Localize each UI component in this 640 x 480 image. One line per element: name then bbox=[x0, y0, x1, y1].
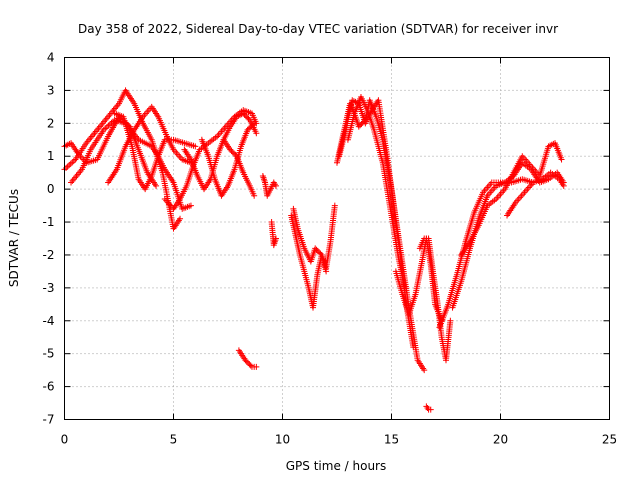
y-tick-label: -3 bbox=[43, 281, 55, 295]
axis-tick-labels: 0 5 10 15 20 25 -7 -6 -5 -4 -3 -2 -1 0 1 2 3 4 bbox=[43, 51, 618, 447]
chart-title: Day 358 of 2022, Sidereal Day-to-day VTE… bbox=[78, 22, 558, 36]
y-tick-label: 1 bbox=[47, 149, 55, 163]
series-trace-s bbox=[416, 235, 454, 364]
data-point bbox=[103, 124, 110, 131]
data-point bbox=[316, 249, 323, 256]
data-point bbox=[244, 126, 251, 133]
data-point bbox=[244, 114, 251, 121]
data-point bbox=[245, 125, 252, 132]
y-tick-label: -7 bbox=[43, 413, 55, 427]
data-point bbox=[246, 361, 253, 368]
series-trace-k bbox=[259, 172, 279, 199]
series-trace-w bbox=[458, 140, 565, 258]
data-point bbox=[240, 110, 247, 117]
data-point bbox=[272, 235, 279, 242]
data-point bbox=[66, 162, 73, 169]
data-point bbox=[229, 149, 236, 156]
data-point bbox=[102, 125, 109, 132]
data-point bbox=[64, 163, 71, 170]
data-point bbox=[69, 159, 76, 166]
data-point bbox=[447, 317, 454, 324]
series-trace-q bbox=[344, 93, 408, 291]
data-point bbox=[331, 202, 338, 209]
y-tick-label: 2 bbox=[47, 116, 55, 130]
data-point bbox=[314, 248, 321, 255]
y-tick-label: 4 bbox=[47, 51, 55, 65]
series-trace-l bbox=[268, 219, 279, 249]
y-tick-label: -4 bbox=[43, 314, 55, 328]
y-tick-label: -2 bbox=[43, 248, 55, 262]
data-point bbox=[410, 344, 417, 351]
y-tick-label: -6 bbox=[43, 380, 55, 394]
series-trace-t bbox=[423, 403, 434, 413]
data-point bbox=[70, 157, 77, 164]
data-point bbox=[153, 182, 160, 189]
data-point bbox=[249, 121, 256, 128]
y-tick-label: 0 bbox=[47, 182, 55, 196]
data-point bbox=[421, 367, 428, 374]
plot-frame bbox=[64, 57, 610, 420]
data-point bbox=[560, 182, 567, 189]
data-point bbox=[245, 115, 252, 122]
data-point bbox=[228, 147, 235, 154]
data-point bbox=[323, 268, 330, 275]
series-trace-e bbox=[111, 110, 199, 193]
data-point bbox=[177, 215, 184, 222]
data-point bbox=[558, 156, 565, 163]
data-point bbox=[67, 160, 74, 167]
data-point bbox=[357, 122, 364, 129]
data-point bbox=[312, 245, 319, 252]
data-point bbox=[187, 202, 194, 209]
x-tick-label: 0 bbox=[61, 433, 69, 447]
data-point bbox=[253, 363, 260, 370]
x-tick-label: 5 bbox=[170, 433, 178, 447]
y-tick-label: -5 bbox=[43, 347, 55, 361]
data-point bbox=[242, 113, 249, 120]
data-point bbox=[245, 359, 252, 366]
data-point bbox=[243, 358, 250, 365]
data-point bbox=[192, 143, 199, 150]
series-trace-x bbox=[504, 169, 567, 219]
data-point bbox=[272, 182, 279, 189]
series-trace-j bbox=[235, 347, 260, 370]
data-points bbox=[61, 87, 567, 413]
data-point bbox=[317, 250, 324, 257]
data-point bbox=[253, 130, 260, 137]
data-point bbox=[247, 362, 254, 369]
data-point bbox=[251, 120, 258, 127]
y-tick-label: 3 bbox=[47, 83, 55, 97]
data-point bbox=[313, 246, 320, 253]
series-trace-i bbox=[220, 136, 258, 199]
data-point bbox=[247, 124, 254, 131]
x-axis-label: GPS time / hours bbox=[286, 459, 387, 473]
data-point bbox=[427, 406, 434, 413]
data-point bbox=[358, 120, 365, 127]
data-point bbox=[242, 357, 249, 364]
y-tick-label: -1 bbox=[43, 215, 55, 229]
data-point bbox=[227, 146, 234, 153]
series-trace-h bbox=[198, 120, 258, 199]
y-axis-label: SDTVAR / TECUs bbox=[7, 189, 21, 287]
series-trace-n bbox=[290, 205, 330, 275]
data-point bbox=[232, 151, 239, 158]
x-tick-label: 25 bbox=[602, 433, 617, 447]
data-point bbox=[63, 164, 70, 171]
data-point bbox=[355, 123, 362, 130]
data-point bbox=[251, 192, 258, 199]
x-tick-label: 15 bbox=[384, 433, 399, 447]
data-point bbox=[231, 150, 238, 157]
x-tick-label: 20 bbox=[493, 433, 508, 447]
x-tick-label: 10 bbox=[275, 433, 290, 447]
data-point bbox=[248, 122, 255, 129]
data-point bbox=[241, 111, 248, 118]
